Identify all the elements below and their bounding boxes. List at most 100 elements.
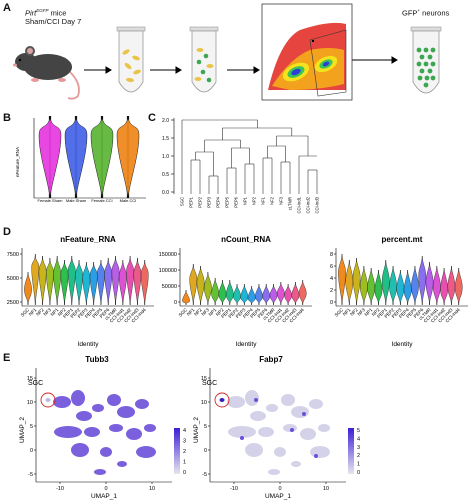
umap-xtick: 10 xyxy=(323,486,329,492)
sgc-highlight-circle xyxy=(214,392,230,408)
violin-b-3 xyxy=(116,117,140,199)
sgc-label: SGC xyxy=(202,380,217,387)
qc-violin xyxy=(367,269,376,305)
qc-violin xyxy=(284,285,292,305)
umap-cluster xyxy=(136,446,156,458)
umap-cluster xyxy=(76,411,92,421)
umap-ytick: -5 xyxy=(28,472,33,478)
umap-xlabel: UMAP_1 xyxy=(265,493,291,500)
umap-xtick: 0 xyxy=(104,486,107,492)
panel-letter-b: B xyxy=(3,112,11,124)
umap-cluster xyxy=(318,424,330,432)
qc-xtick: NP1 xyxy=(208,307,218,317)
umap-cluster xyxy=(245,390,259,406)
qc-violin xyxy=(374,271,383,305)
qc-violin xyxy=(211,279,220,305)
sgc-cluster xyxy=(45,398,51,402)
panel-b-xtick: Female.CCI xyxy=(91,198,112,203)
violin-b-1 xyxy=(64,117,88,199)
sgc-label: SGC xyxy=(28,380,43,387)
umap-cluster xyxy=(71,443,89,457)
panel-b-violin-plot: nFeature_RNA Female.Sham Male.Sham Female.… xyxy=(15,116,146,203)
umap-color-legend xyxy=(348,428,354,474)
qc-xtick: NF2 xyxy=(349,307,359,317)
qc-violin xyxy=(196,267,205,305)
umap-cluster xyxy=(53,396,71,408)
umap-xtick: -10 xyxy=(230,486,238,492)
panel-c-leaf-label: PEP6 xyxy=(234,196,239,207)
qc-violin xyxy=(75,261,83,305)
qc-violin xyxy=(425,263,434,305)
panel-b-ylabel: nFeature_RNA xyxy=(15,147,20,177)
umap-cluster xyxy=(107,394,121,406)
umap-cluster xyxy=(126,428,142,440)
qc-xtick: NF2 xyxy=(35,307,45,317)
panel-b-xtick: Female.Sham xyxy=(38,198,64,203)
qc-violin xyxy=(60,261,69,305)
umap-ytick: 10 xyxy=(27,400,33,406)
qc-ytick: 8 xyxy=(330,252,333,258)
umap-cluster xyxy=(309,399,323,409)
qc-violin xyxy=(454,269,463,305)
umap-ytick: 5 xyxy=(30,424,33,430)
panel-a-workflow xyxy=(13,3,442,101)
umap-ytick: 0 xyxy=(204,448,207,454)
tube-gfp-neurons-icon xyxy=(410,26,442,94)
qc-violin xyxy=(24,273,32,305)
umap-legend-tick: 3 xyxy=(357,445,360,451)
umap-cluster xyxy=(94,469,106,475)
qc-violin xyxy=(255,285,263,305)
umap-cluster xyxy=(310,446,330,458)
qc-violin xyxy=(38,257,47,305)
qc-violin xyxy=(233,285,241,305)
qc-violin xyxy=(345,261,354,305)
umap-cluster xyxy=(135,399,149,409)
umap-ylabel: UMAP_2 xyxy=(19,417,26,443)
umap-cluster xyxy=(109,424,123,432)
umap-ytick: 0 xyxy=(30,448,33,454)
qc-violin xyxy=(403,271,412,305)
qc-violin xyxy=(240,285,249,305)
qc-xtick: NF1 xyxy=(342,307,352,317)
tube-dissociated-cells-icon xyxy=(189,26,219,93)
umap-legend-tick: 0 xyxy=(357,470,360,476)
panel-b-xtick: Male.Sham xyxy=(66,198,87,203)
panel-c-ytick: 0.5 xyxy=(162,172,169,178)
qc-ytick: 50000 xyxy=(162,284,177,290)
qc-plot-title: percent.mt xyxy=(382,235,423,244)
violin-b-0 xyxy=(38,117,62,199)
qc-violin xyxy=(225,281,234,305)
qc-violin xyxy=(432,267,441,305)
qc-violin-plot-1: nCount_RNA 150000 100000 50000 0SGCNF1NF2NF3… xyxy=(159,235,312,348)
umap-legend-tick: 5 xyxy=(357,428,360,434)
qc-plot-title: nCount_RNA xyxy=(221,235,271,244)
panel-c-leaf-label: PEP2 xyxy=(198,196,203,207)
qc-violin xyxy=(447,267,456,305)
qc-ytick: 150000 xyxy=(159,252,177,258)
qc-ytick: 0 xyxy=(174,300,177,306)
qc-violin xyxy=(189,265,198,305)
qc-xtick: SGC xyxy=(334,307,345,318)
qc-violin xyxy=(182,291,190,305)
panel-c-leaf-label: PEP5 xyxy=(225,196,230,207)
qc-violin xyxy=(247,287,256,305)
qc-violin xyxy=(111,257,120,305)
mouse-label: PirtEGFP mice xyxy=(25,8,67,18)
umap-xlabel: UMAP_1 xyxy=(91,493,117,500)
qc-xtick: SGC xyxy=(20,307,31,318)
qc-xtick: NF2 xyxy=(193,307,203,317)
qc-violin xyxy=(276,283,285,305)
panel-c-leaf-label: PEP4 xyxy=(216,196,221,207)
panel-c-leaf-label: NF3 xyxy=(279,196,284,205)
qc-ytick: 5000 xyxy=(7,276,19,282)
umap-cluster xyxy=(274,447,286,457)
umap-legend-tick: 2 xyxy=(357,453,360,459)
umap-xtick: 0 xyxy=(278,486,281,492)
umap-cluster xyxy=(117,406,135,418)
qc-ytick: 100000 xyxy=(159,268,177,274)
umap-cluster xyxy=(54,426,82,438)
qc-violin xyxy=(97,261,105,305)
qc-ytick: 2 xyxy=(330,288,333,294)
